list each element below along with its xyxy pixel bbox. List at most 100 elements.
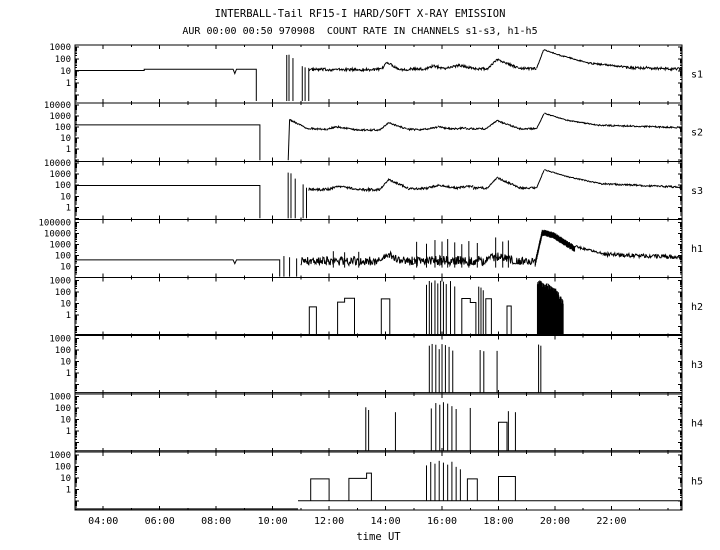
data-trace: [337, 297, 355, 335]
panel-label: s1: [691, 70, 703, 81]
y-tick-label: 10: [60, 263, 71, 273]
data-trace-noisy: [379, 179, 389, 190]
y-tick-label: 1: [66, 79, 71, 89]
data-trace-noisy: [465, 126, 487, 131]
data-trace-noisy: [407, 186, 426, 191]
y-tick-label: 10: [60, 299, 71, 309]
y-tick-label: 10000: [44, 230, 71, 240]
data-trace-noisy: [387, 178, 409, 189]
data-trace: [506, 305, 512, 335]
y-tick-label: 10: [60, 192, 71, 202]
data-trace-noisy: [328, 185, 338, 191]
y-tick-label: 100: [55, 404, 71, 414]
data-trace-noisy: [486, 58, 498, 71]
data-trace-noisy: [406, 127, 425, 132]
data-trace-noisy: [458, 63, 475, 71]
data-trace-noisy: [381, 62, 388, 70]
data-trace-noisy: [517, 66, 537, 72]
data-trace-noisy: [566, 119, 598, 126]
data-trace-noisy: [379, 253, 389, 262]
y-tick-label: 10: [60, 474, 71, 484]
chart-subtitle: AUR 00:00 00:50 970908 COUNT RATE IN CHA…: [182, 26, 538, 37]
data-trace-noisy: [485, 119, 498, 130]
data-trace-noisy: [516, 256, 536, 266]
x-tick-label: 10:00: [258, 516, 288, 527]
data-trace-noisy: [308, 186, 330, 192]
y-tick-label: 10000: [44, 159, 71, 169]
data-trace-noisy: [413, 254, 460, 268]
y-tick-label: 1000: [49, 241, 71, 251]
data-trace-noisy: [300, 255, 381, 267]
panel-label: h5: [691, 476, 703, 487]
data-trace-noisy: [424, 126, 438, 131]
data-trace-noisy: [487, 177, 498, 189]
y-tick-label: 1000: [49, 393, 71, 403]
data-trace-noisy: [599, 182, 683, 189]
y-tick-label: 10000: [44, 101, 71, 111]
data-trace-noisy: [439, 184, 457, 190]
data-trace: [287, 119, 291, 161]
data-trace-noisy: [517, 126, 537, 131]
data-trace-noisy: [474, 66, 488, 72]
panel-frame: [74, 277, 683, 337]
data-trace-noisy: [568, 176, 601, 185]
panel-frame: [74, 218, 683, 278]
y-tick-label: 100: [55, 123, 71, 133]
y-tick-label: 10: [60, 67, 71, 77]
x-tick-label: 16:00: [427, 516, 457, 527]
data-trace: [348, 472, 372, 501]
x-tick-label: 08:00: [201, 516, 231, 527]
data-trace-noisy: [536, 49, 544, 69]
data-trace-noisy: [387, 121, 407, 130]
x-tick-label: 04:00: [88, 516, 118, 527]
data-trace-noisy: [451, 126, 467, 131]
x-tick-label: 06:00: [145, 516, 175, 527]
panel-label: h4: [691, 418, 703, 429]
data-trace: [310, 478, 330, 501]
data-trace: [498, 476, 516, 501]
y-tick-label: 1000: [49, 335, 71, 345]
data-trace-noisy: [517, 185, 537, 191]
x-axis-label: time UT: [356, 531, 401, 543]
y-tick-label: 1000: [49, 451, 71, 461]
data-trace-noisy: [625, 65, 683, 72]
data-trace-noisy: [544, 169, 570, 178]
data-trace-noisy: [444, 63, 460, 71]
data-trace-noisy: [354, 128, 381, 132]
y-tick-label: 100: [55, 181, 71, 191]
data-trace-noisy: [536, 170, 545, 189]
data-trace: [308, 306, 317, 335]
data-trace-noisy: [387, 250, 401, 264]
data-trace-noisy: [337, 185, 357, 191]
x-tick-label: 22:00: [596, 516, 626, 527]
x-tick-label: 12:00: [314, 516, 344, 527]
data-trace-noisy: [496, 58, 519, 69]
y-tick-label: 100: [55, 252, 71, 262]
data-trace: [466, 478, 478, 501]
x-tick-label: 18:00: [483, 516, 513, 527]
data-trace-noisy: [574, 245, 604, 255]
data-trace-noisy: [602, 250, 683, 261]
panel-frame: [74, 393, 683, 453]
data-trace: [75, 124, 261, 161]
data-trace-noisy: [437, 125, 453, 131]
data-trace-noisy: [386, 61, 399, 71]
data-trace-noisy: [425, 183, 440, 191]
y-tick-label: 1000: [49, 43, 71, 53]
panel-label: s2: [691, 128, 703, 139]
panel-frame: [74, 44, 683, 104]
data-trace-noisy: [484, 252, 501, 265]
panel-label: s3: [691, 186, 703, 197]
y-tick-label: 1: [66, 369, 71, 379]
data-trace-noisy: [472, 185, 488, 191]
data-trace-noisy: [497, 176, 519, 188]
y-tick-label: 10: [60, 134, 71, 144]
data-trace: [498, 421, 508, 451]
data-trace-noisy: [308, 66, 381, 73]
data-trace-noisy: [397, 66, 424, 72]
data-trace-noisy: [560, 55, 590, 65]
data-trace-noisy: [458, 255, 485, 267]
data-trace-noisy: [544, 112, 567, 121]
